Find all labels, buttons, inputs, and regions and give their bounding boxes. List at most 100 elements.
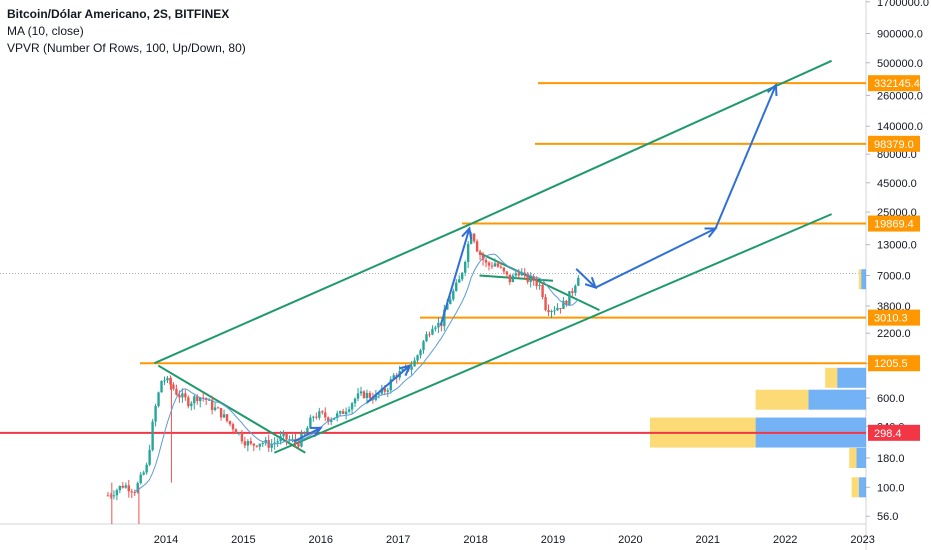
candle-body [493, 263, 497, 267]
channel-line [471, 59, 833, 225]
candle-body [374, 394, 378, 400]
candle-body [276, 441, 279, 443]
level-badge [868, 75, 920, 92]
price-tick-label: 56.0 [877, 511, 898, 523]
volume-profile-up-bar [858, 477, 866, 498]
candle-body [112, 495, 116, 497]
time-tick-label: 2020 [618, 534, 642, 546]
projection-arrow [293, 426, 322, 443]
volume-profile-down-bar [858, 269, 862, 290]
candle-body [565, 300, 568, 305]
vpvr-indicator-label[interactable]: VPVR (Number Of Rows, 100, Up/Down, 80) [7, 41, 246, 55]
volume-profile-down-bar [755, 389, 809, 410]
candle-body [481, 254, 485, 261]
candle-body [425, 334, 428, 342]
candle-body [499, 266, 503, 268]
candle-body [496, 263, 500, 267]
candle-body [178, 394, 181, 398]
candle-body [127, 485, 130, 492]
candle-body [341, 411, 345, 414]
candle-body [419, 350, 422, 356]
candle-body [309, 417, 312, 428]
channel-line [153, 222, 473, 365]
candle-body [413, 360, 416, 367]
candle-body [544, 297, 547, 310]
candle-body [115, 490, 119, 496]
level-badge-label: 19869.4 [874, 219, 914, 231]
candle-body [461, 272, 464, 280]
candle-body [386, 390, 389, 392]
projection-arrow-head [309, 426, 323, 438]
candle-body [157, 392, 160, 407]
candle-body [365, 393, 369, 399]
candle-body [312, 416, 315, 418]
candle-body [547, 309, 550, 313]
candle-body [160, 380, 163, 393]
candle-body [553, 310, 556, 312]
ma-line [134, 253, 579, 492]
time-tick-label: 2022 [773, 534, 797, 546]
candle-body [148, 449, 151, 465]
price-tick-label: 80000.0 [877, 149, 917, 161]
candle-body [321, 411, 324, 413]
candle-body [428, 334, 431, 336]
candle-body [303, 432, 306, 434]
candle-body [571, 291, 574, 293]
candle-body [330, 419, 333, 422]
candle-body [401, 368, 404, 372]
candle-body [225, 414, 229, 422]
candle-body [252, 443, 256, 446]
volume-profile [650, 269, 866, 498]
candle-body [562, 300, 565, 309]
candle-body [199, 397, 202, 402]
candle-body [347, 409, 351, 412]
candle-body [136, 483, 139, 493]
candle-body [508, 274, 512, 283]
level-badge-label: 1205.5 [874, 358, 908, 370]
candle-body [315, 416, 318, 418]
candle-body [231, 424, 235, 430]
projection-arrows [293, 82, 778, 443]
candle-body [437, 322, 440, 328]
candle-body [377, 393, 381, 395]
candle-body [353, 398, 357, 404]
candle-body [356, 393, 360, 399]
projection-arrow [366, 364, 411, 404]
candle-body [529, 276, 532, 282]
volume-profile-up-bar [808, 389, 866, 410]
price-tick-label: 900000.0 [877, 28, 923, 40]
price-tick-label: 13000.0 [877, 240, 917, 252]
time-tick-label: 2018 [463, 534, 487, 546]
candle-body [577, 277, 580, 286]
level-badge [868, 215, 920, 232]
price-tick-label: 100.0 [877, 482, 905, 494]
level-lines [0, 82, 866, 434]
candle-body [139, 474, 142, 484]
candle-body [196, 396, 199, 402]
candle-body [109, 495, 113, 497]
candle-body [550, 310, 553, 313]
candle-body [106, 495, 110, 497]
level-badge-label: 3010.3 [874, 313, 908, 325]
candle-body [210, 399, 214, 410]
candle-body [487, 262, 491, 266]
candle-body [511, 275, 515, 283]
candle-body [243, 441, 247, 446]
level-badge-label: 98379.0 [874, 139, 914, 151]
ma-indicator-label[interactable]: MA (10, close) [7, 24, 84, 38]
candle-body [327, 417, 330, 422]
time-tick-label: 2019 [541, 534, 565, 546]
candle-body [118, 485, 122, 491]
candle-body [145, 464, 148, 473]
candle-body [422, 341, 425, 351]
candle-body [541, 285, 544, 298]
level-badge [868, 309, 920, 326]
time-tick-label: 2023 [850, 534, 874, 546]
candle-body [216, 407, 220, 409]
candle-body [130, 491, 133, 493]
candle-body [181, 393, 184, 398]
symbol-title[interactable]: Bitcoin/Dólar Americano, 2S, BITFINEX [7, 7, 230, 21]
candle-body [472, 233, 476, 242]
candle-body [362, 391, 366, 399]
